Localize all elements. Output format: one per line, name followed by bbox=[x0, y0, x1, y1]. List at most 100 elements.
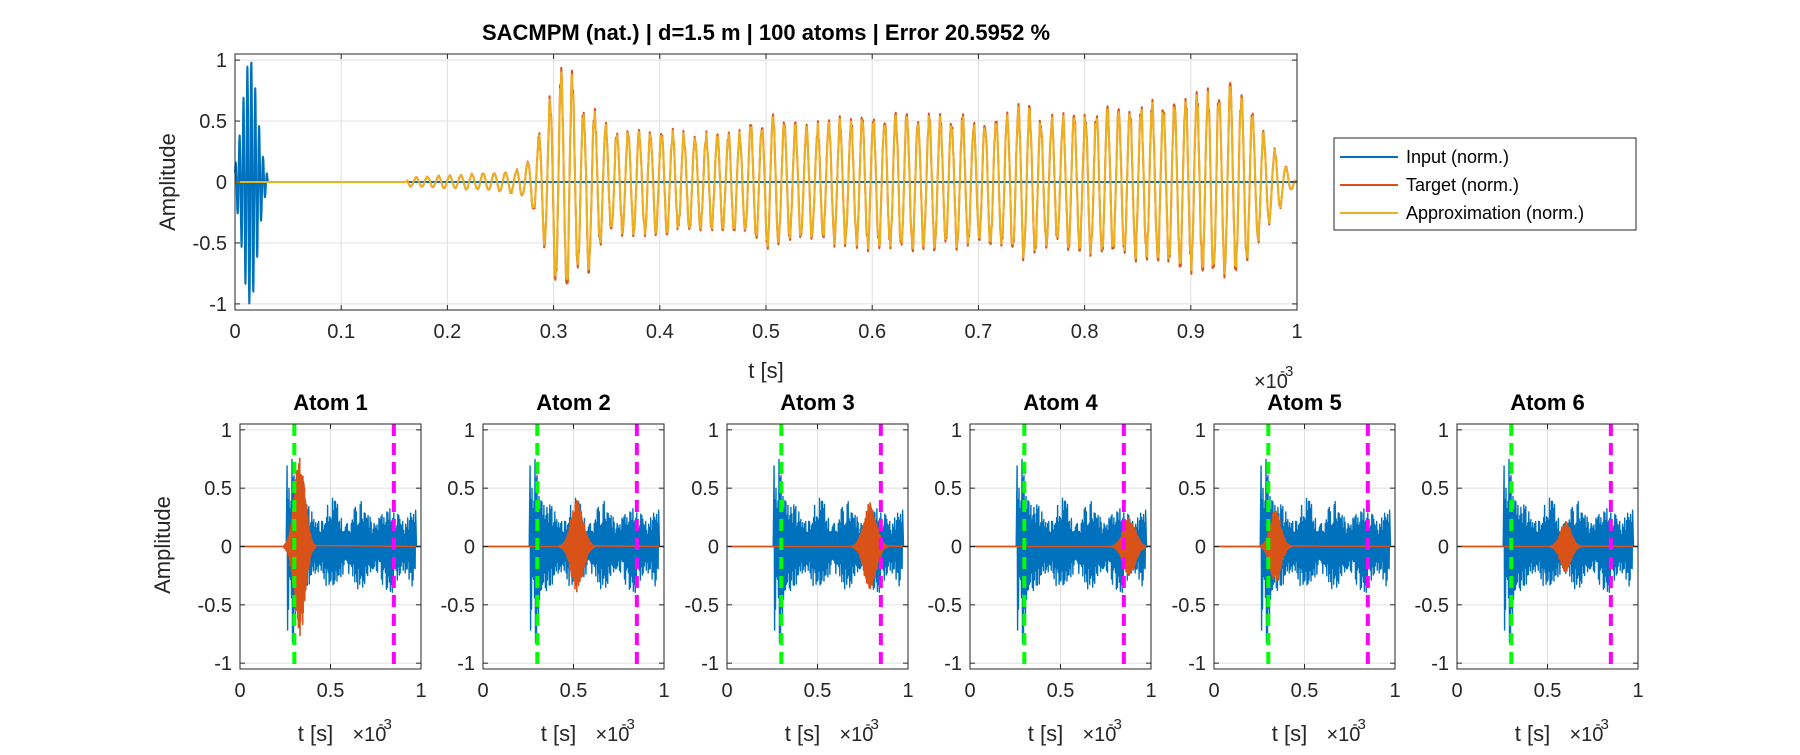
y-tick-label: 1 bbox=[221, 420, 232, 442]
y-tick-label: 1 bbox=[1195, 420, 1206, 442]
atom-target-line bbox=[1214, 510, 1396, 582]
y-tick-label: 0 bbox=[1195, 537, 1206, 559]
y-tick-label: 0.5 bbox=[934, 478, 962, 500]
x-tick-label: 0.5 bbox=[560, 680, 588, 702]
y-tick-label: 0.5 bbox=[691, 478, 719, 500]
legend-label: Target (norm.) bbox=[1406, 175, 1519, 195]
y-tick-label: 0.5 bbox=[1421, 478, 1449, 500]
x-tick-label: 0.5 bbox=[1047, 680, 1075, 702]
y-tick-label: 0.5 bbox=[204, 478, 232, 500]
y-tick-label: -1 bbox=[457, 653, 475, 675]
y-tick-label: -0.5 bbox=[1415, 595, 1449, 617]
atom-x-exponent-power: -3 bbox=[379, 716, 392, 733]
atom-x-exponent-base: ×10 bbox=[596, 724, 630, 746]
y-tick-label: 0 bbox=[951, 537, 962, 559]
main-title: SACMPM (nat.) | d=1.5 m | 100 atoms | Er… bbox=[482, 20, 1050, 45]
atom-y-label: Amplitude bbox=[150, 496, 175, 594]
y-tick-label: 1 bbox=[1438, 420, 1449, 442]
y-tick-label: -0.5 bbox=[193, 233, 227, 255]
atom-x-label: t [s] bbox=[785, 721, 820, 746]
x-tick-label: 0 bbox=[1451, 680, 1462, 702]
x-tick-label: 1 bbox=[415, 680, 426, 702]
x-tick-label: 0.5 bbox=[804, 680, 832, 702]
x-tick-label: 0.2 bbox=[433, 321, 461, 343]
y-tick-label: 0 bbox=[1438, 537, 1449, 559]
main-y-label: Amplitude bbox=[155, 133, 180, 231]
atom-title: Atom 1 bbox=[293, 390, 368, 415]
series-approximation-line bbox=[234, 71, 1298, 281]
atom-title: Atom 5 bbox=[1267, 390, 1342, 415]
x-tick-label: 1 bbox=[1291, 321, 1302, 343]
atom-x-exponent-power: -3 bbox=[866, 716, 879, 733]
y-tick-label: 0 bbox=[216, 172, 227, 194]
atom-title: Atom 3 bbox=[780, 390, 855, 415]
y-tick-label: 0 bbox=[464, 537, 475, 559]
atom-x-exponent-base: ×10 bbox=[1570, 724, 1604, 746]
y-tick-label: 0 bbox=[221, 537, 232, 559]
x-tick-label: 1 bbox=[1145, 680, 1156, 702]
y-tick-label: -0.5 bbox=[441, 595, 475, 617]
atom-x-exponent-power: -3 bbox=[1353, 716, 1366, 733]
y-tick-label: 1 bbox=[216, 50, 227, 72]
atom-x-exponent-power: -3 bbox=[1109, 716, 1122, 733]
y-tick-label: -0.5 bbox=[685, 595, 719, 617]
atom-x-exponent-power: -3 bbox=[622, 716, 635, 733]
atom-title: Atom 2 bbox=[536, 390, 611, 415]
y-tick-label: -0.5 bbox=[928, 595, 962, 617]
x-tick-label: 1 bbox=[1632, 680, 1643, 702]
atom-target-line bbox=[240, 457, 422, 637]
y-tick-label: 0 bbox=[708, 537, 719, 559]
atom-x-label: t [s] bbox=[1515, 721, 1550, 746]
x-tick-label: 0.5 bbox=[317, 680, 345, 702]
atom-title: Atom 6 bbox=[1510, 390, 1585, 415]
y-tick-label: 1 bbox=[951, 420, 962, 442]
x-tick-label: 0 bbox=[234, 680, 245, 702]
x-tick-label: 0.3 bbox=[540, 321, 568, 343]
y-tick-label: -1 bbox=[214, 653, 232, 675]
x-tick-label: 0.5 bbox=[752, 321, 780, 343]
atom-x-label: t [s] bbox=[1272, 721, 1307, 746]
y-tick-label: 1 bbox=[708, 420, 719, 442]
atom-x-exponent-base: ×10 bbox=[353, 724, 387, 746]
series-input-line bbox=[234, 61, 1297, 305]
atom-x-label: t [s] bbox=[1028, 721, 1063, 746]
x-tick-label: 1 bbox=[658, 680, 669, 702]
atom-target-line bbox=[483, 499, 665, 593]
x-tick-label: 0.9 bbox=[1177, 321, 1205, 343]
atom-x-label: t [s] bbox=[541, 721, 576, 746]
main-x-label: t [s] bbox=[748, 358, 783, 383]
atom-x-exponent-base: ×10 bbox=[1083, 724, 1117, 746]
x-tick-label: 0 bbox=[1208, 680, 1219, 702]
atom-x-exponent-power: -3 bbox=[1596, 716, 1609, 733]
x-tick-label: 0 bbox=[229, 321, 240, 343]
y-tick-label: 0.5 bbox=[1178, 478, 1206, 500]
x-tick-label: 0.6 bbox=[858, 321, 886, 343]
main-x-exponent-power: -3 bbox=[1280, 363, 1293, 380]
y-tick-label: -1 bbox=[701, 653, 719, 675]
x-tick-label: 0 bbox=[721, 680, 732, 702]
y-tick-label: -0.5 bbox=[198, 595, 232, 617]
y-tick-label: -1 bbox=[209, 294, 227, 316]
x-tick-label: 0.5 bbox=[1534, 680, 1562, 702]
x-tick-label: 0.1 bbox=[327, 321, 355, 343]
x-tick-label: 0.4 bbox=[646, 321, 674, 343]
x-tick-label: 0 bbox=[477, 680, 488, 702]
x-tick-label: 0 bbox=[964, 680, 975, 702]
atom-x-label: t [s] bbox=[298, 721, 333, 746]
atom-target-line bbox=[970, 517, 1152, 576]
y-tick-label: 0.5 bbox=[199, 111, 227, 133]
y-tick-label: 0.5 bbox=[447, 478, 475, 500]
atom-x-exponent-base: ×10 bbox=[840, 724, 874, 746]
x-tick-label: 1 bbox=[902, 680, 913, 702]
x-tick-label: 1 bbox=[1389, 680, 1400, 702]
legend-label: Input (norm.) bbox=[1406, 147, 1509, 167]
atom-target-line bbox=[1457, 520, 1639, 573]
y-tick-label: -1 bbox=[1188, 653, 1206, 675]
x-tick-label: 0.7 bbox=[964, 321, 992, 343]
y-tick-label: -1 bbox=[1431, 653, 1449, 675]
legend-label: Approximation (norm.) bbox=[1406, 203, 1584, 223]
y-tick-label: 1 bbox=[464, 420, 475, 442]
main-x-exponent-base: ×10 bbox=[1254, 371, 1288, 393]
